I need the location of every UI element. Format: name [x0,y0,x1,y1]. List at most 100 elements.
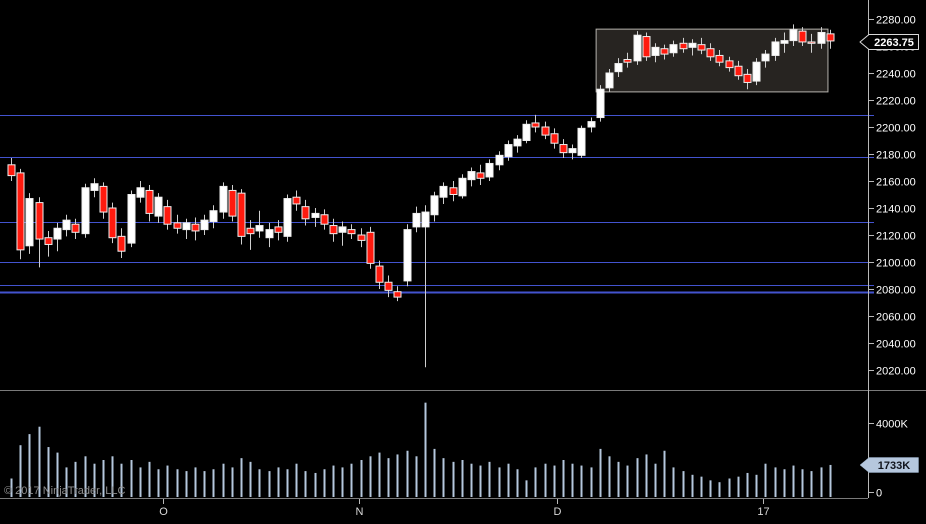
last-volume-badge-label: 1733K [878,460,910,472]
candle-down [35,202,44,240]
candle-down [246,227,255,235]
candle-up [338,226,347,233]
last-price-badge-label: 2263.75 [874,37,914,49]
candle-down [715,54,724,63]
candle-up [219,185,228,213]
candle-up [81,187,90,235]
price-tick-label: 2200.00 [876,123,916,135]
last-volume-badge: 1733K [859,457,919,473]
candle-up [761,53,770,62]
candle-down [706,48,715,58]
candle-up [62,219,71,231]
volume-tick-label: 0 [876,488,882,500]
candle-down [826,33,835,42]
candle-down [329,225,338,235]
candle-up [467,171,476,181]
candle-down [301,206,310,220]
candle-up [688,42,697,48]
price-tick-label: 2060.00 [876,312,916,324]
candle-down [725,60,734,69]
candle-down [559,144,568,154]
candle-up [136,187,145,198]
candle-down [347,229,356,235]
candle-up [209,210,218,222]
candle-down [550,133,559,144]
price-tick-label: 2080.00 [876,285,916,297]
candle-down [679,42,688,50]
candle-down [117,235,126,252]
candle-down [384,281,393,291]
price-tick-label: 2240.00 [876,69,916,81]
price-tick-label: 2180.00 [876,150,916,162]
candle-up [605,72,614,89]
candle-down [274,226,283,233]
price-tick-label: 2120.00 [876,231,916,243]
candle-up [265,229,274,239]
candle-up [90,183,99,191]
candle-down [366,231,375,264]
candle-up [311,212,320,218]
candle-down [623,59,632,63]
candle-up [587,121,596,128]
price-tick-label: 2020.00 [876,366,916,378]
candle-up [789,29,798,42]
price-tick-label: 2040.00 [876,339,916,351]
candle-up [633,34,642,62]
candle-up [53,227,62,240]
time-tick-label: N [356,506,364,518]
candle-up [817,32,826,44]
candle-up [255,225,264,232]
price-tick-label: 2280.00 [876,15,916,27]
candle-down [393,291,402,298]
candle-down [531,122,540,128]
candle-up [439,185,448,198]
candle-up [182,222,191,231]
candle-down [798,30,807,43]
candle-down [734,65,743,77]
candle-up [154,196,163,217]
candle-up [596,88,605,119]
candle-up [495,154,504,166]
candle-up [421,211,430,228]
candle-down [660,48,669,55]
candle-up [283,198,292,237]
candle-up [568,148,577,154]
candle-up [127,194,136,244]
candle-up [577,127,586,156]
candle-down [7,164,16,177]
candle-up [522,123,531,142]
candle-down [71,223,80,233]
candle-down [807,41,816,44]
last-volume-badge-shape [859,457,919,473]
candle-down [191,223,200,232]
candle-down [237,192,246,237]
candle-up [403,229,412,282]
candle-down [228,189,237,217]
candle-down [145,189,154,214]
price-tick-label: 2220.00 [876,96,916,108]
candle-down [99,185,108,213]
candle-down [163,206,172,225]
candle-up [651,46,660,56]
candle-down [697,44,706,51]
candle-up [752,61,761,82]
candle-down [449,187,458,195]
candle-down [292,196,301,205]
candle-down [743,73,752,83]
candle-down [357,234,366,241]
candle-down [541,126,550,136]
copyright-text: © 2017 NinjaTrader, LLC [4,485,125,497]
candle-down [44,237,53,245]
last-price-badge: 2263.75 [859,34,919,50]
time-tick-label: O [159,506,168,518]
candle-down [173,222,182,229]
candle-down [108,207,117,239]
candle-up [771,41,780,56]
candle-up [485,162,494,178]
candle-up [614,63,623,73]
candle-up [200,219,209,231]
time-tick-label: 17 [757,506,769,518]
